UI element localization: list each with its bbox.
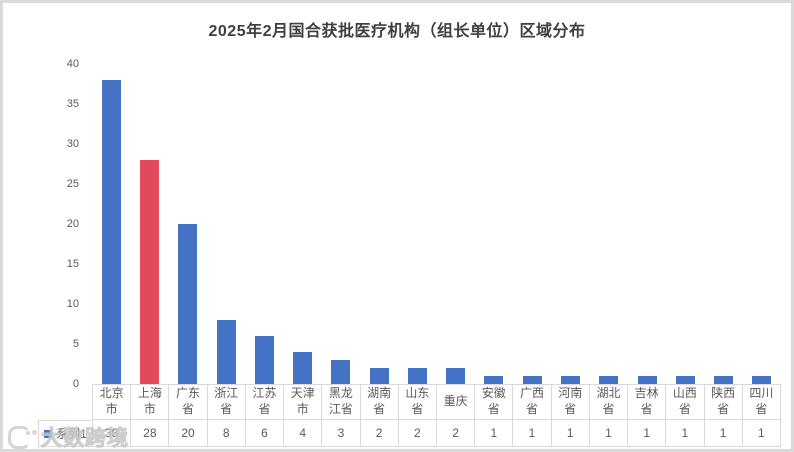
bar-湖北省 [599,376,619,384]
bar-安徽省 [484,376,504,384]
category-label-河南省: 河南省 [551,385,590,420]
bar-陕西省 [714,376,734,384]
y-tick-label: 30 [66,138,79,150]
legend-cell: 系列1 [39,420,93,447]
y-tick-label: 15 [66,258,79,270]
bar-山西省 [675,376,695,384]
value-cell-山西省: 1 [666,420,705,447]
watermark-logo-icon [8,425,37,449]
value-cell-安徽省: 1 [475,420,514,447]
bar-四川省 [752,376,772,384]
bar-重庆 [446,368,466,384]
y-tick-label: 20 [66,218,79,230]
value-cell-上海市: 28 [131,420,170,447]
category-label-北京市: 北京市 [93,385,132,420]
value-cell-广东省: 20 [169,420,208,447]
bar-山东省 [407,368,427,384]
value-cell-陕西省: 1 [704,420,743,447]
category-label-天津市: 天津市 [284,385,323,420]
category-label-湖南省: 湖南省 [360,385,399,420]
value-cell-河南省: 1 [551,420,590,447]
y-tick-label: 0 [72,378,79,390]
bar-江苏省 [254,336,274,384]
category-label-安徽省: 安徽省 [475,385,514,420]
category-label-四川省: 四川省 [742,385,781,420]
chart-title: 2025年2月国合获批医疗机构（组长单位）区域分布 [208,23,586,40]
y-tick-label: 25 [66,178,79,190]
y-tick-label: 35 [66,98,79,110]
y-tick-label: 5 [72,338,79,350]
bar-黑龙江省 [331,360,351,384]
bar-上海市 [139,160,159,384]
bar-天津市 [293,352,312,384]
bar-浙江省 [216,320,236,384]
category-label-江苏省: 江苏省 [245,385,285,420]
value-cell-黑龙江省: 3 [322,420,361,447]
category-label-重庆: 重庆 [436,385,476,420]
bar-河南省 [561,376,580,384]
data-table-header-row: 北京市 上海市 广东省 浙江省 江苏省 天津市 黑龙江省 湖南省 山东省 重庆 安徽省 广西省 河南省湖… [92,384,781,420]
category-label-广东省: 广东省 [169,385,208,420]
bar-湖南省 [369,368,389,384]
category-label-浙江省: 浙江省 [207,385,246,420]
legend-marker-icon [44,429,53,438]
value-cell-重庆: 2 [436,420,476,447]
category-label-山东省: 山东省 [398,385,437,420]
category-label-广西省: 广西省 [513,385,552,420]
bar-吉林省 [637,376,657,384]
category-label-陕西省: 陕西省 [704,385,743,420]
value-cell-湖南省: 2 [360,420,399,447]
value-cell-广西省: 1 [513,420,552,447]
value-cell-山东省: 2 [398,420,437,447]
legend-label: 系列1 [56,427,87,441]
category-label-山西省: 山西省 [666,385,705,420]
value-cell-天津市: 4 [284,420,323,447]
y-tick-label: 10 [66,298,79,310]
value-cell-吉林省: 1 [628,420,667,447]
category-label-上海市: 上海市 [131,385,170,420]
value-cell-北京市: 38 [93,420,132,447]
value-cell-四川省: 1 [742,420,781,447]
bar-广东省 [178,224,198,384]
value-cell-江苏省: 6 [245,420,285,447]
value-cell-浙江省: 8 [207,420,246,447]
bar-北京市 [101,80,121,384]
y-tick-label: 40 [66,58,79,70]
data-table-value-row: 系列1 38 28 20 8 6 4 3 2 2 2 1 1 1 1 1 1 1 1 [38,420,781,447]
category-label-湖北省: 湖北省 [589,385,629,420]
category-label-吉林省: 吉林省 [628,385,667,420]
category-label-黑龙江省: 黑龙江省 [322,385,361,420]
value-cell-湖北省: 1 [589,420,629,447]
bar-广西省 [522,376,542,384]
